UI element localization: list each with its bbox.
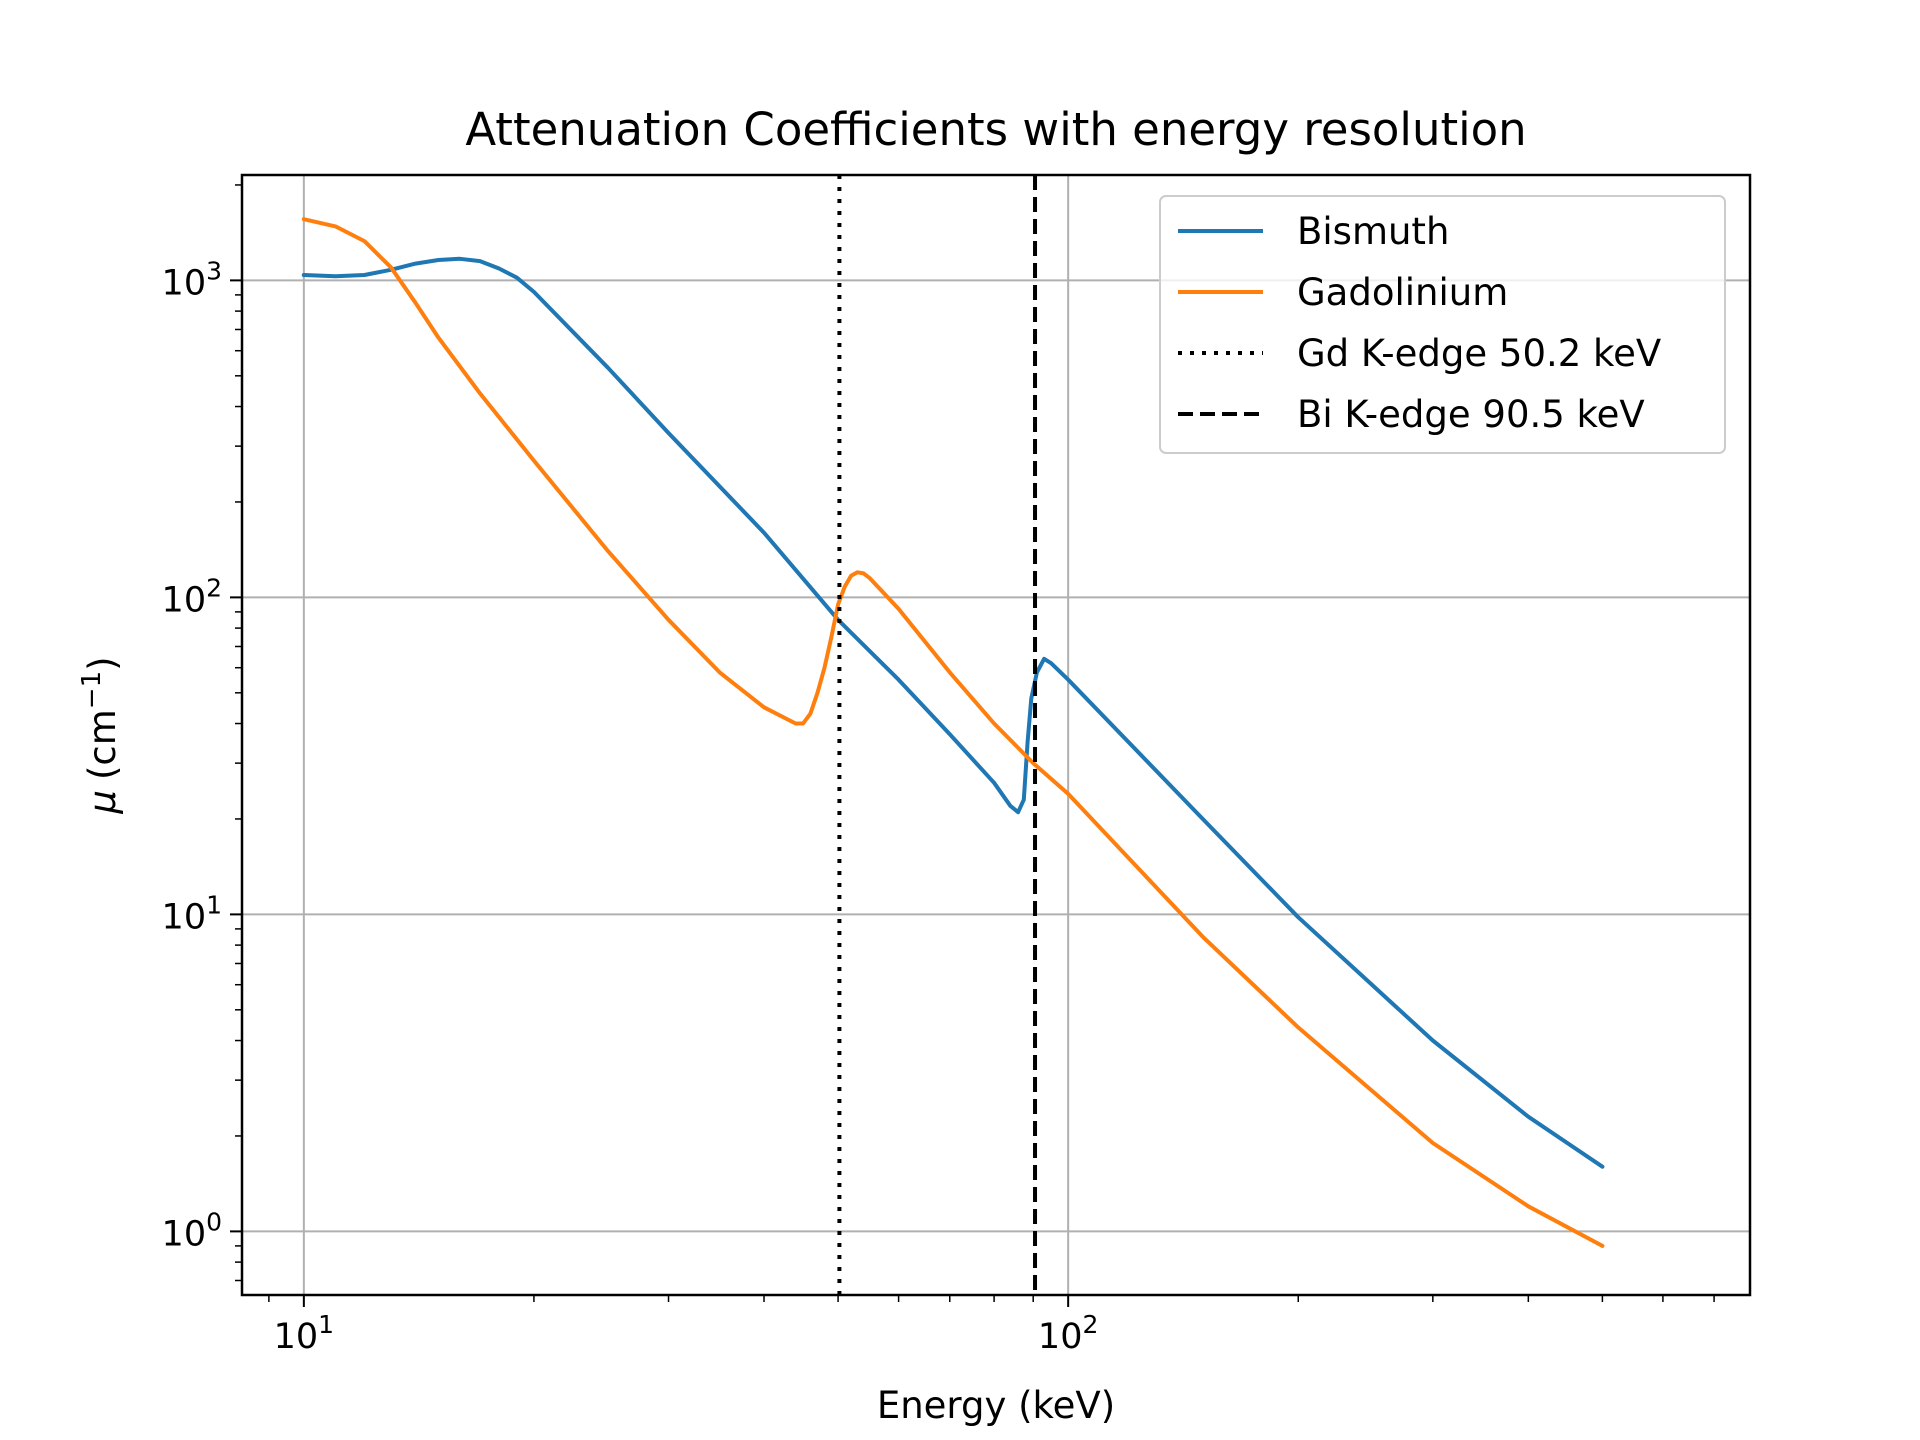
tick-labels: 101 102 100 101 102 103 — [162, 256, 1099, 1357]
x-axis-label: Energy (keV) — [877, 1384, 1115, 1427]
chart-title: Attenuation Coefficients with energy res… — [465, 103, 1526, 156]
legend-label: Gadolinium — [1297, 271, 1508, 314]
plot-area — [301, 217, 1605, 1248]
y-axis-label-exponent: −1 — [77, 671, 107, 709]
grid-lines — [242, 175, 1750, 1295]
series-line-gadolinium — [301, 217, 1605, 1248]
y-tick-label: 100 — [162, 1207, 222, 1254]
legend-label: Gd K-edge 50.2 keV — [1297, 332, 1661, 375]
x-tick-label: 101 — [274, 1310, 334, 1357]
legend: Bismuth Gadolinium Gd K-edge 50.2 keV Bi K-… — [1159, 195, 1726, 454]
y-axis-label: μ (cm−1) — [77, 656, 124, 814]
legend-box — [1159, 195, 1726, 454]
y-axis-label-symbol: μ — [81, 790, 124, 815]
series-line-bismuth — [301, 256, 1605, 1169]
y-tick-label: 102 — [162, 573, 222, 620]
legend-label: Bi K-edge 90.5 keV — [1297, 393, 1645, 436]
y-axis-label-close: ) — [81, 656, 124, 670]
axis-ticks — [230, 184, 1715, 1307]
y-axis-label-unit: (cm — [81, 709, 124, 780]
x-tick-label: 102 — [1038, 1310, 1098, 1357]
y-tick-label: 103 — [162, 256, 222, 303]
plot-frame — [240, 173, 1752, 1297]
y-tick-label: 101 — [162, 890, 222, 937]
legend-label: Bismuth — [1297, 210, 1449, 253]
k-edge-lines — [837, 175, 1038, 1295]
